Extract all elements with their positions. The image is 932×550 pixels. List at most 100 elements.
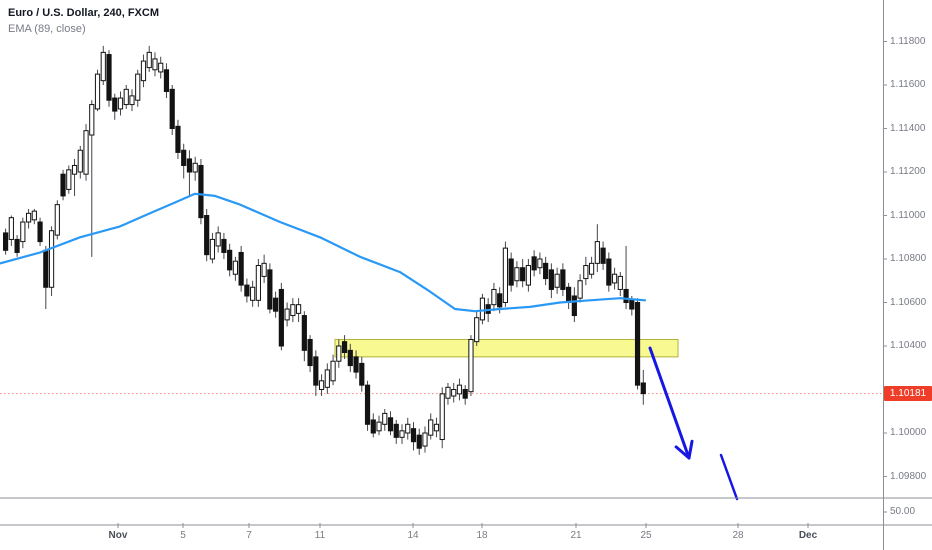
candle-body-down xyxy=(462,389,468,399)
candle-body-down xyxy=(410,428,417,443)
candle-body-up xyxy=(94,73,101,110)
candle-body-up xyxy=(31,210,37,221)
candle-body-down xyxy=(548,269,554,290)
last-price-tag: 1.10181 xyxy=(884,386,932,401)
candle-body-down xyxy=(387,417,394,432)
candle-body-up xyxy=(146,51,152,69)
candle-body-down xyxy=(313,356,319,386)
candle-body-up xyxy=(129,95,135,106)
candle-body-up xyxy=(71,164,78,175)
candle-body-up xyxy=(284,308,290,321)
candle-body-down xyxy=(640,382,646,395)
candle-body-down xyxy=(571,295,577,317)
candle-body-up xyxy=(290,304,296,317)
candle-body-up xyxy=(152,58,158,71)
symbol-title[interactable]: Euro / U.S. Dollar, 240, FXCM xyxy=(8,7,159,19)
candle-body-up xyxy=(439,393,445,441)
candle-body-up xyxy=(583,265,589,280)
candle-body-up xyxy=(48,230,55,288)
candle-body-down xyxy=(353,356,359,373)
candle-body-down xyxy=(560,269,566,290)
candle-body-up xyxy=(428,419,434,436)
candle-body-up xyxy=(158,62,164,73)
candle-body-up xyxy=(445,386,451,399)
candle-body-up xyxy=(117,97,124,110)
candle-body-down xyxy=(370,419,376,434)
candle-body-down xyxy=(364,384,371,425)
candle-body-down xyxy=(566,286,572,303)
candle-body-down xyxy=(244,284,250,297)
candle-body-down xyxy=(606,258,612,286)
projection-arrow-head xyxy=(687,439,694,460)
candle-body-up xyxy=(255,265,261,301)
supply-zone-rectangle[interactable] xyxy=(334,338,679,358)
candle-body-up xyxy=(617,275,623,290)
candle-body-up xyxy=(577,280,583,299)
candle-body-down xyxy=(3,232,9,251)
candle-body-up xyxy=(491,288,497,306)
candle-body-up xyxy=(89,104,95,136)
candle-body-up xyxy=(376,421,382,432)
candle-body-up xyxy=(77,149,83,173)
candle-body-down xyxy=(175,125,181,153)
candle-body-down xyxy=(227,249,233,271)
indicator-pane-axis-label: 50.00 xyxy=(890,506,916,517)
candle-body-down xyxy=(347,349,353,367)
candle-body-down xyxy=(37,221,43,243)
candle-body-down xyxy=(112,97,118,112)
candle-body-down xyxy=(359,362,365,386)
candle-body-up xyxy=(502,247,509,303)
candle-body-down xyxy=(301,315,307,351)
candle-body-down xyxy=(520,267,526,282)
candle-body-down xyxy=(278,288,284,347)
candle-body-up xyxy=(588,262,595,275)
candle-body-down xyxy=(543,262,549,280)
candle-body-down xyxy=(169,88,175,129)
candle-body-up xyxy=(54,204,60,236)
candle-body-down xyxy=(106,54,112,101)
candle-body-up xyxy=(135,73,141,101)
candle-body-up xyxy=(123,88,129,106)
projection-arrow-shaft[interactable] xyxy=(648,346,691,460)
candle-body-down xyxy=(623,288,629,304)
candle-body-down xyxy=(634,302,641,386)
candle-body-up xyxy=(324,369,330,388)
candle-body-down xyxy=(629,299,635,310)
candle-body-up xyxy=(100,51,106,82)
candle-body-up xyxy=(318,380,325,390)
candle-body-down xyxy=(267,269,273,310)
candle-body-down xyxy=(181,149,187,166)
projection-arrow-head xyxy=(674,445,691,460)
candle-body-up xyxy=(554,273,560,288)
candle-body-down xyxy=(198,164,204,219)
candle-body-down xyxy=(393,423,399,438)
candle-body-down xyxy=(163,69,170,93)
candle-body-down xyxy=(186,158,193,173)
candle-body-up xyxy=(611,273,618,284)
candle-body-down xyxy=(416,434,422,449)
indicator-legend-ema[interactable]: EMA (89, close) xyxy=(8,23,86,35)
ema-line[interactable] xyxy=(0,192,647,313)
candle-body-down xyxy=(600,247,606,264)
candle-body-up xyxy=(232,260,239,275)
trend-line-segment[interactable] xyxy=(719,453,739,501)
candle-body-up xyxy=(330,360,336,382)
candle-body-up xyxy=(336,345,342,362)
candle-body-up xyxy=(215,232,221,247)
candle-body-up xyxy=(537,258,543,269)
candle-body-up xyxy=(83,130,89,175)
candle-body-up xyxy=(474,317,480,343)
candle-body-up xyxy=(20,221,26,243)
candle-body-down xyxy=(43,249,49,288)
candle-body-down xyxy=(273,297,279,312)
candle-body-up xyxy=(456,384,463,395)
candle-body-down xyxy=(238,251,244,286)
candle-body-down xyxy=(14,238,20,253)
candle-body-up xyxy=(479,297,486,321)
candle-body-up xyxy=(295,304,302,314)
candle-body-down xyxy=(307,338,313,367)
candle-body-up xyxy=(8,217,14,240)
candle-body-up xyxy=(209,238,216,260)
